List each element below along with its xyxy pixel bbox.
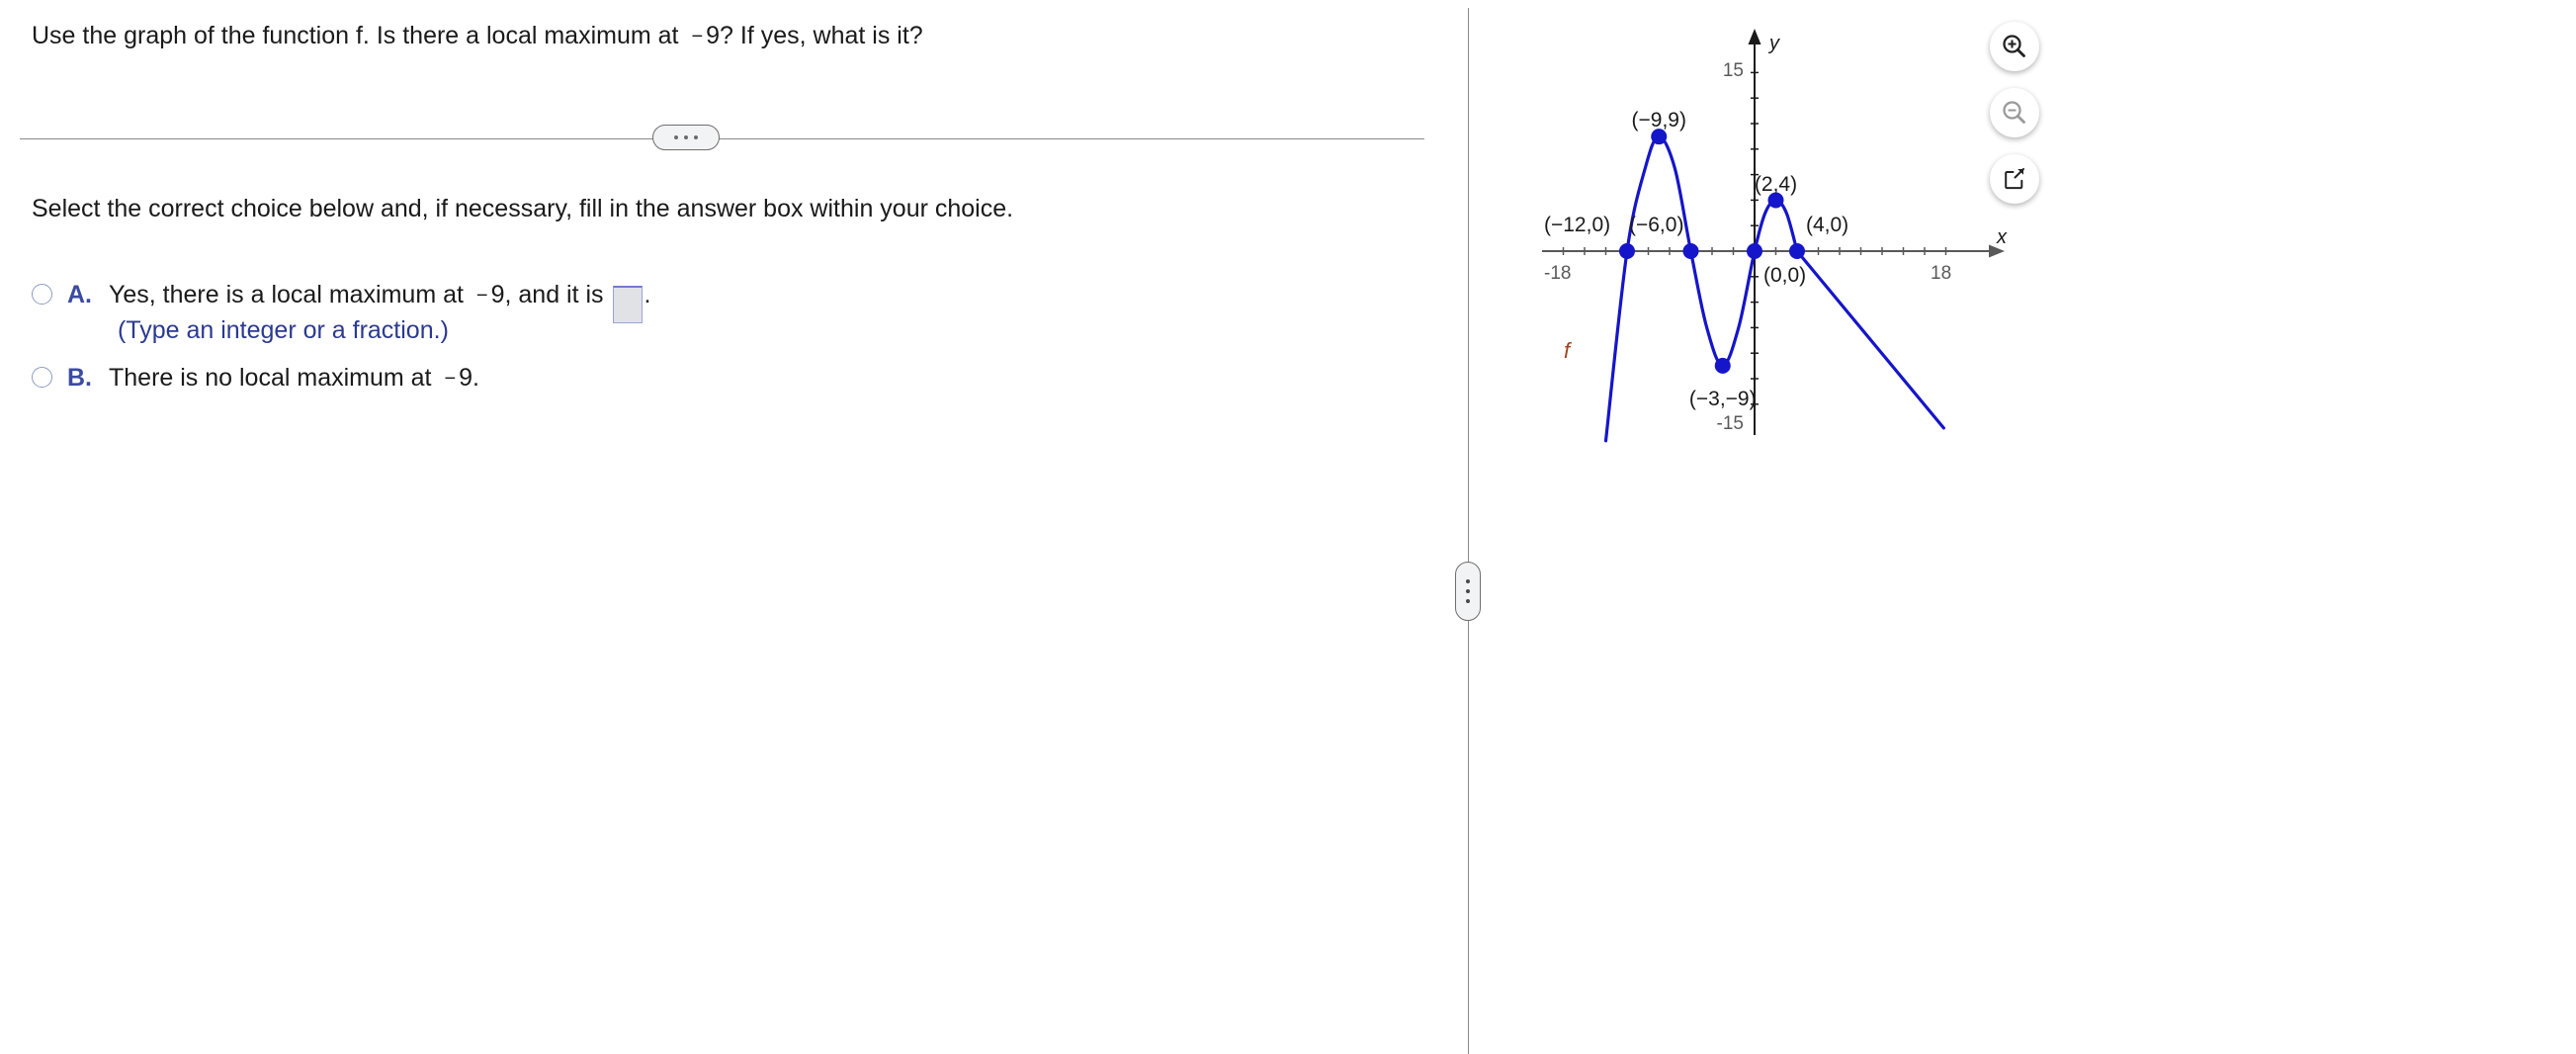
svg-text:(−9,9): (−9,9) <box>1632 109 1686 132</box>
svg-text:(0,0): (0,0) <box>1763 264 1806 287</box>
svg-text:-18: -18 <box>1544 263 1571 284</box>
svg-text:-15: -15 <box>1717 413 1744 434</box>
svg-text:15: 15 <box>1723 60 1744 81</box>
svg-text:y: y <box>1767 33 1780 54</box>
svg-text:x: x <box>1996 226 2008 248</box>
svg-text:f: f <box>1564 338 1573 363</box>
svg-text:(−6,0): (−6,0) <box>1629 214 1683 236</box>
svg-text:(4,0): (4,0) <box>1806 214 1848 236</box>
svg-text:(−12,0): (−12,0) <box>1544 214 1610 236</box>
svg-text:(−3,−9): (−3,−9) <box>1689 388 1757 410</box>
svg-text:(2,4): (2,4) <box>1755 173 1797 196</box>
svg-text:18: 18 <box>1931 263 1951 284</box>
